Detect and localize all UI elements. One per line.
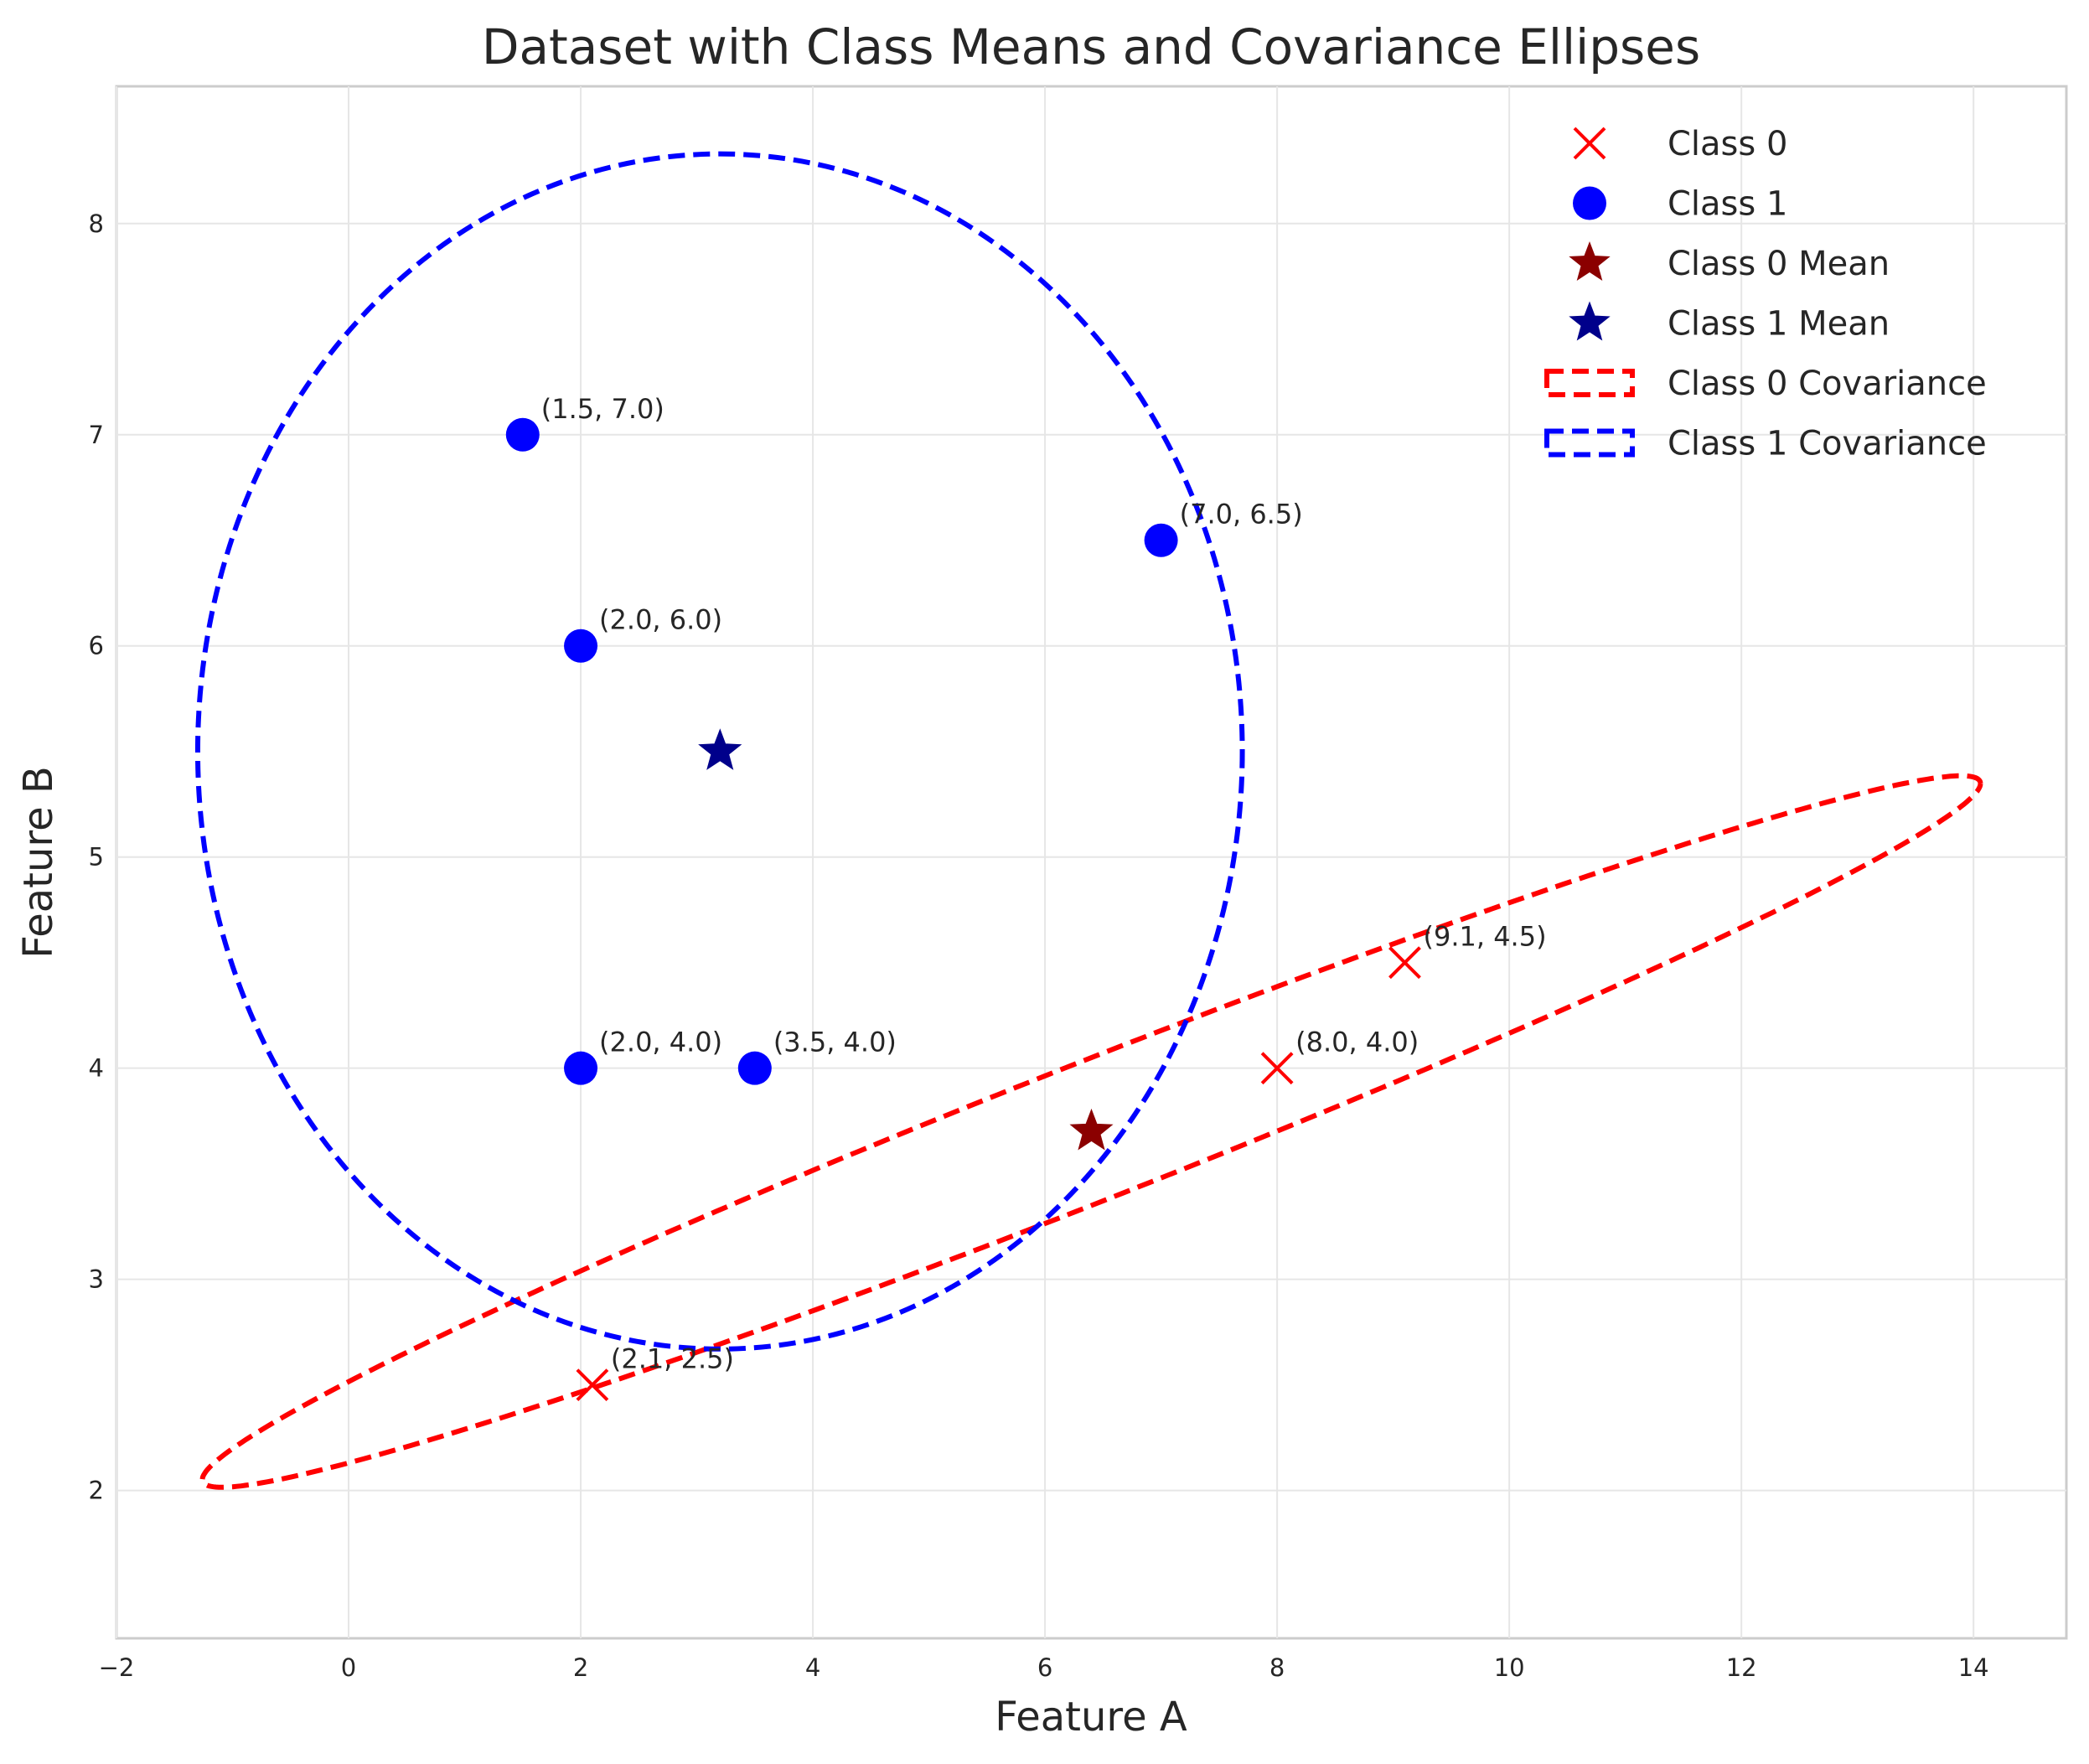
x-tick-label: 6: [1037, 1653, 1052, 1682]
class-0-covariance-ellipse: [199, 773, 1983, 1490]
legend-label: Class 0: [1668, 125, 1787, 163]
legend-dashed-rect-icon: [1544, 428, 1635, 458]
class-1-point: [737, 1051, 772, 1085]
class-1-point: [1144, 523, 1178, 557]
class-1-covariance-ellipse: [194, 151, 1245, 1352]
y-axis-label: Feature B: [15, 766, 62, 959]
legend: Class 0 Class 1 Class 0 Mean Class 1 Mean Cl…: [1544, 125, 1987, 463]
legend-label: Class 0 Mean: [1668, 245, 1890, 283]
legend-item: Class 1: [1573, 185, 1787, 224]
class-0-mean-star: [1069, 1108, 1114, 1151]
legend-item: Class 0: [1573, 125, 1787, 163]
points: (2.1, 2.5) (8.0, 4.0) (9.1, 4.5) (1.5, 7.0)…: [505, 393, 1547, 1402]
point-label: (2.0, 4.0): [599, 1027, 722, 1058]
legend-item: Class 1 Covariance: [1544, 425, 1987, 463]
class-0-point: [1388, 946, 1421, 980]
ticks: −2 0 2 4 6 8 10 12 14 2 3 4 5 6 7 8: [89, 210, 1989, 1682]
x-tick-label: 14: [1958, 1653, 1989, 1682]
point-label: (8.0, 4.0): [1295, 1027, 1419, 1058]
x-axis-label: Feature A: [995, 1694, 1187, 1741]
point-label: (7.0, 6.5): [1180, 499, 1303, 530]
y-tick-label: 5: [89, 843, 104, 872]
legend-item: Class 0 Covariance: [1544, 365, 1987, 403]
point-label: (9.1, 4.5): [1423, 921, 1546, 953]
y-tick-label: 4: [89, 1054, 104, 1083]
x-tick-label: 4: [805, 1653, 820, 1682]
y-tick-label: 2: [89, 1477, 104, 1505]
x-tick-label: 0: [341, 1653, 356, 1682]
legend-circle-icon: [1573, 186, 1606, 220]
legend-item: Class 1 Mean: [1569, 301, 1890, 344]
point-label: (2.1, 2.5): [611, 1343, 734, 1375]
legend-item: Class 0 Mean: [1569, 241, 1890, 283]
class-0-point: [576, 1368, 609, 1402]
class-1-point: [505, 417, 540, 452]
class-0-point: [1260, 1052, 1294, 1085]
legend-label: Class 0 Covariance: [1668, 365, 1987, 403]
grid: [116, 86, 2066, 1638]
covariance-ellipses: [194, 151, 1983, 1490]
y-tick-label: 8: [89, 210, 104, 238]
legend-label: Class 1 Mean: [1668, 305, 1890, 344]
class-1-mean-star: [698, 728, 742, 770]
y-tick-label: 7: [89, 421, 104, 449]
legend-label: Class 1 Covariance: [1668, 425, 1987, 463]
legend-star-icon: [1569, 301, 1611, 341]
y-tick-label: 3: [89, 1265, 104, 1294]
class-1-point: [564, 629, 598, 663]
legend-dashed-rect-icon: [1544, 369, 1635, 397]
x-tick-label: 12: [1726, 1653, 1757, 1682]
x-tick-label: 2: [573, 1653, 588, 1682]
point-label: (2.0, 6.0): [599, 604, 722, 636]
x-tick-label: 10: [1494, 1653, 1525, 1682]
legend-label: Class 1: [1668, 185, 1787, 224]
class-1-point: [564, 1051, 598, 1085]
x-tick-label: −2: [99, 1653, 135, 1682]
point-label: (1.5, 7.0): [541, 393, 664, 425]
point-label: (3.5, 4.0): [773, 1027, 897, 1058]
chart-title: Dataset with Class Means and Covariance …: [482, 18, 1700, 75]
legend-x-icon: [1573, 127, 1606, 160]
legend-star-icon: [1569, 241, 1611, 281]
y-tick-label: 6: [89, 632, 104, 660]
x-tick-label: 8: [1269, 1653, 1285, 1682]
